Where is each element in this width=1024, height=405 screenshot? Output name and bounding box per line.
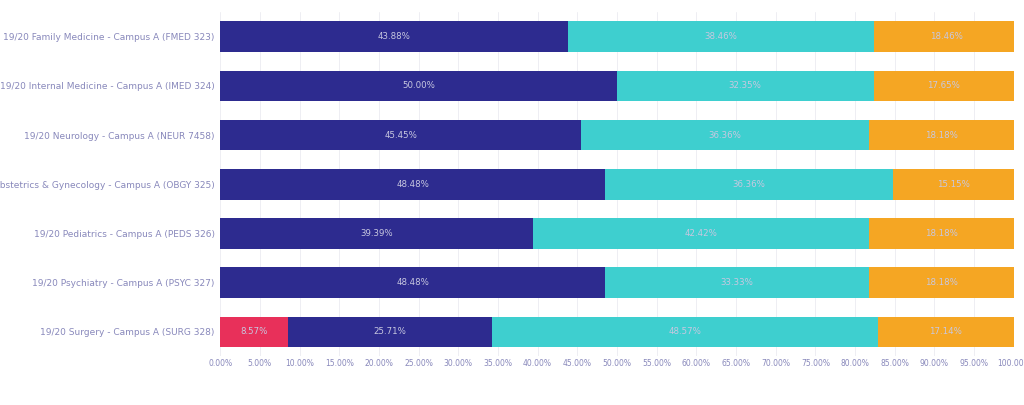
Text: 48.57%: 48.57% xyxy=(669,327,701,336)
Text: 18.18%: 18.18% xyxy=(925,130,958,140)
Text: 17.65%: 17.65% xyxy=(928,81,961,90)
Bar xyxy=(220,120,581,150)
Bar xyxy=(605,169,894,200)
Bar xyxy=(873,21,1020,52)
Text: 36.36%: 36.36% xyxy=(733,180,766,189)
Text: 48.48%: 48.48% xyxy=(396,278,429,287)
Bar xyxy=(873,71,1014,101)
Bar xyxy=(220,267,605,298)
Text: 43.88%: 43.88% xyxy=(378,32,411,41)
Text: 18.46%: 18.46% xyxy=(931,32,964,41)
Text: 36.36%: 36.36% xyxy=(709,130,741,140)
Text: 18.18%: 18.18% xyxy=(925,278,958,287)
Text: 25.71%: 25.71% xyxy=(374,327,407,336)
Text: 32.35%: 32.35% xyxy=(729,81,762,90)
Text: 15.15%: 15.15% xyxy=(937,180,970,189)
Text: 18.18%: 18.18% xyxy=(925,229,958,238)
Bar xyxy=(878,317,1014,347)
Bar xyxy=(220,169,605,200)
Text: 50.00%: 50.00% xyxy=(402,81,435,90)
Text: 39.39%: 39.39% xyxy=(360,229,393,238)
Text: 17.14%: 17.14% xyxy=(929,327,963,336)
Bar xyxy=(568,21,873,52)
Bar xyxy=(605,267,869,298)
Bar xyxy=(220,317,288,347)
Bar xyxy=(869,120,1014,150)
Bar xyxy=(616,71,873,101)
Bar xyxy=(581,120,869,150)
Text: 48.48%: 48.48% xyxy=(396,180,429,189)
Bar xyxy=(220,71,616,101)
Text: 38.46%: 38.46% xyxy=(705,32,737,41)
Bar xyxy=(288,317,493,347)
Bar xyxy=(220,21,568,52)
Text: 45.45%: 45.45% xyxy=(384,130,417,140)
Text: 42.42%: 42.42% xyxy=(685,229,718,238)
Text: 33.33%: 33.33% xyxy=(721,278,754,287)
Bar xyxy=(532,218,869,249)
Bar xyxy=(894,169,1014,200)
Text: 8.57%: 8.57% xyxy=(241,327,268,336)
Bar xyxy=(493,317,878,347)
Bar xyxy=(220,218,532,249)
Bar xyxy=(869,267,1014,298)
Bar xyxy=(869,218,1014,249)
